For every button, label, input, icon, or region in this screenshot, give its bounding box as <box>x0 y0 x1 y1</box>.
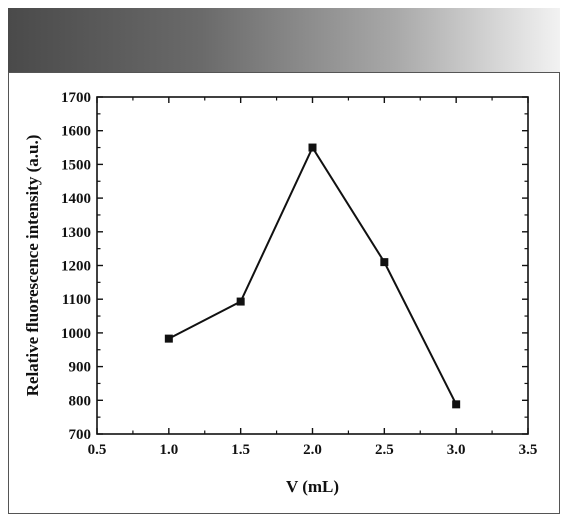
chart-frame <box>8 72 560 514</box>
y-tick-label: 1500 <box>61 157 91 173</box>
y-tick-label: 1700 <box>61 90 91 106</box>
x-tick-label: 2.0 <box>303 442 322 458</box>
data-point <box>236 297 245 306</box>
y-tick-label: 1300 <box>61 225 91 241</box>
x-tick-label: 1.0 <box>159 442 178 458</box>
x-tick-label: 0.5 <box>88 442 107 458</box>
data-point <box>308 143 317 152</box>
data-point <box>164 334 173 343</box>
series-line <box>168 145 458 405</box>
x-tick-label: 3.0 <box>447 442 466 458</box>
y-tick-label: 800 <box>69 393 92 409</box>
y-tick-label: 1100 <box>62 292 91 308</box>
y-tick-label: 1400 <box>61 191 91 207</box>
header-banner <box>8 8 560 72</box>
data-point <box>452 400 461 409</box>
x-axis-title: V (mL) <box>286 477 339 496</box>
data-point <box>380 258 389 267</box>
y-tick-label: 1200 <box>61 259 91 275</box>
x-tick-label: 2.5 <box>375 442 394 458</box>
y-tick-label: 900 <box>69 360 92 376</box>
y-tick-label: 1600 <box>61 124 91 140</box>
y-tick-label: 1000 <box>61 326 91 342</box>
y-tick-label: 700 <box>69 427 92 443</box>
x-tick-label: 3.5 <box>519 442 538 458</box>
y-axis-title: Relative fluorescence intensity (a.u.) <box>23 135 42 397</box>
x-tick-label: 1.5 <box>231 442 250 458</box>
